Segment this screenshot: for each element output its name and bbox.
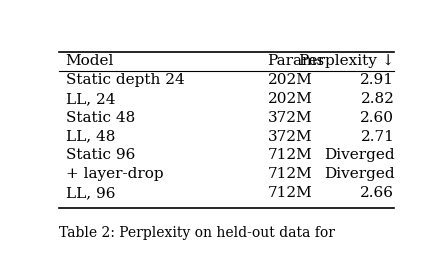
Text: 2.66: 2.66 xyxy=(360,186,394,200)
Text: LL, 48: LL, 48 xyxy=(65,130,115,144)
Text: 202M: 202M xyxy=(268,73,312,87)
Text: Static 96: Static 96 xyxy=(65,148,135,162)
Text: 712M: 712M xyxy=(268,167,312,181)
Text: 2.91: 2.91 xyxy=(360,73,394,87)
Text: Perplexity ↓: Perplexity ↓ xyxy=(299,54,394,68)
Text: 2.60: 2.60 xyxy=(360,111,394,125)
Text: + layer-drop: + layer-drop xyxy=(65,167,163,181)
Text: Static depth 24: Static depth 24 xyxy=(65,73,184,87)
Text: Static 48: Static 48 xyxy=(65,111,135,125)
Text: Table 2: Perplexity on held-out data for: Table 2: Perplexity on held-out data for xyxy=(59,226,335,240)
Text: 372M: 372M xyxy=(268,130,312,144)
Text: Diverged: Diverged xyxy=(324,148,394,162)
Text: Params: Params xyxy=(268,54,325,68)
Text: Diverged: Diverged xyxy=(324,167,394,181)
Text: Model: Model xyxy=(65,54,114,68)
Text: 202M: 202M xyxy=(268,92,312,106)
Text: 2.71: 2.71 xyxy=(361,130,394,144)
Text: 2.82: 2.82 xyxy=(361,92,394,106)
Text: 712M: 712M xyxy=(268,148,312,162)
Text: 372M: 372M xyxy=(268,111,312,125)
Text: 712M: 712M xyxy=(268,186,312,200)
Text: LL, 24: LL, 24 xyxy=(65,92,115,106)
Text: LL, 96: LL, 96 xyxy=(65,186,115,200)
